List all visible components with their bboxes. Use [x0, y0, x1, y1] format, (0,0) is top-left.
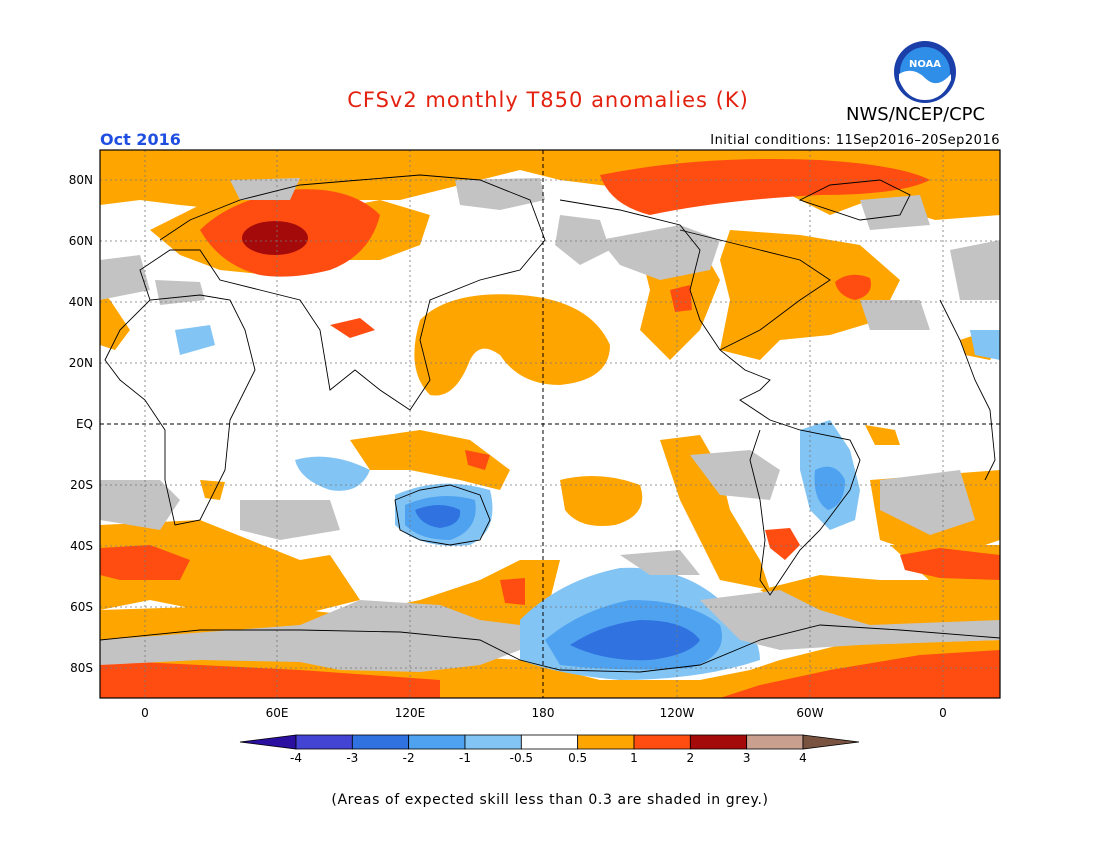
valid-month: Oct 2016 [100, 130, 181, 149]
coastlines [100, 174, 1000, 673]
warm-anomaly-1-2 [100, 159, 1000, 698]
equator-dateline [100, 150, 1000, 698]
map-title: CFSv2 monthly T850 anomalies (K) [347, 88, 749, 112]
colorbar-box [689, 734, 748, 750]
lon-label: 0 [939, 706, 947, 720]
lat-label: 80N [69, 173, 93, 187]
skill-footnote: (Areas of expected skill less than 0.3 a… [331, 792, 769, 808]
colorbar-box [408, 734, 466, 750]
lat-label: 60S [70, 600, 93, 614]
lon-label: 60W [796, 706, 823, 720]
lat-label: 60N [69, 234, 93, 248]
colorbar-box [520, 734, 579, 750]
colorbar [239, 734, 860, 750]
colorbar-box [746, 734, 804, 750]
colorbar-labels: -4 -3 -2 -1 -0.5 0.5 1 2 3 4 [290, 751, 807, 765]
lat-label: 40N [69, 295, 93, 309]
cool-anomaly-2-3 [415, 505, 700, 661]
lat-label: 20S [70, 478, 93, 492]
colorbar-tick-label: 3 [743, 751, 751, 765]
low-skill-mask [100, 178, 1000, 672]
warm-anomaly-2-3 [242, 221, 308, 255]
colorbar-min-arrow [239, 734, 297, 750]
colorbar-tick-label: -3 [346, 751, 358, 765]
colorbar-box [464, 734, 522, 750]
map-field [100, 150, 1000, 698]
lon-label: 60E [266, 706, 289, 720]
colorbar-box [633, 734, 691, 750]
lon-labels: 0 60E 120E 180 120W 60W 0 [141, 706, 947, 720]
agency-label: NWS/NCEP/CPC [846, 104, 986, 125]
colorbar-tick-label: -1 [459, 751, 471, 765]
lat-label: 80S [70, 661, 93, 675]
lat-labels: 80N 60N 40N 20N EQ 20S 40S 60S 80S [69, 173, 93, 675]
colorbar-tick-label: 0.5 [568, 751, 587, 765]
noaa-logo: NOAA [894, 41, 956, 103]
colorbar-tick-label: -0.5 [510, 751, 533, 765]
lat-label: EQ [76, 417, 93, 431]
lon-label: 120E [395, 706, 426, 720]
initial-conditions: Initial conditions: 11Sep2016–20Sep2016 [710, 133, 1000, 148]
colorbar-tick-label: 1 [630, 751, 638, 765]
colorbar-tick-label: -4 [290, 751, 302, 765]
colorbar-box [295, 734, 353, 750]
colorbar-box [351, 734, 410, 750]
map-frame [99, 149, 1001, 699]
colorbar-tick-label: 4 [799, 751, 807, 765]
svg-text:NOAA: NOAA [909, 59, 941, 70]
colorbar-box [577, 734, 635, 750]
lon-label: 0 [141, 706, 149, 720]
lat-label: 40S [70, 539, 93, 553]
colorbar-max-arrow [802, 734, 860, 750]
colorbar-tick-label: -2 [403, 751, 415, 765]
lat-label: 20N [69, 356, 93, 370]
colorbar-tick-label: 2 [687, 751, 695, 765]
lon-label: 120W [660, 706, 695, 720]
lon-label: 180 [532, 706, 555, 720]
graticule [100, 150, 1000, 698]
